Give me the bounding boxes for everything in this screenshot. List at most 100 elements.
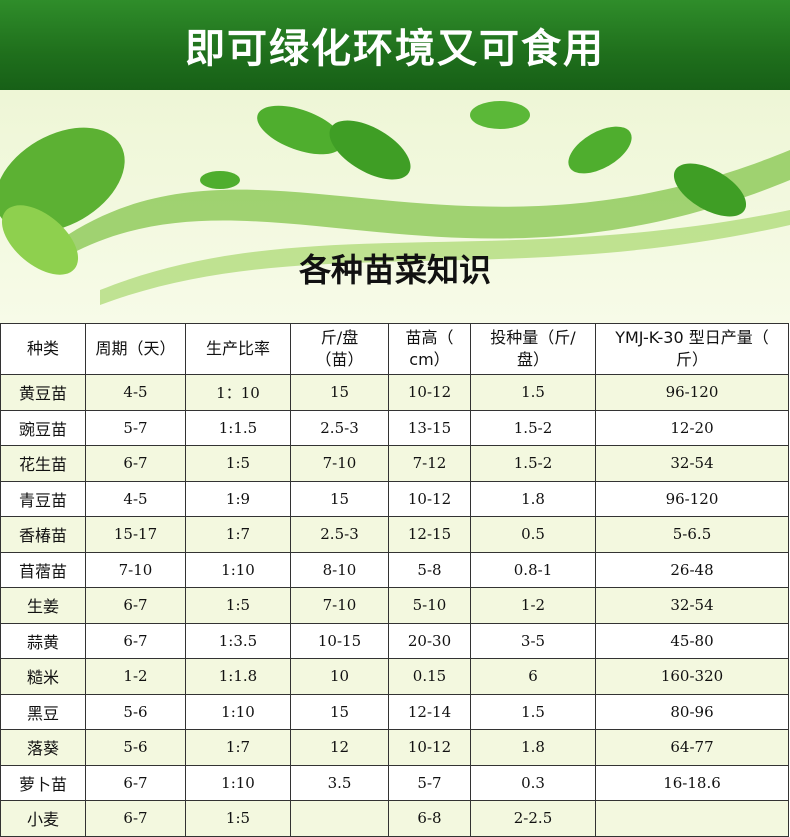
table-cell: 1.5-2: [470, 409, 596, 446]
table-cell: 20-30: [388, 622, 471, 659]
table-cell: 0.5: [470, 516, 596, 553]
table-cell: 花生苗: [0, 445, 86, 482]
table-cell: 1:1.5: [185, 409, 291, 446]
column-header: 种类: [0, 323, 86, 375]
table-cell: 15: [290, 374, 389, 411]
table-cell: 4-5: [85, 480, 186, 517]
table-cell: 苜蓿苗: [0, 551, 86, 588]
table-cell: 15-17: [85, 516, 186, 553]
table-cell: 5-7: [85, 409, 186, 446]
table-cell: 0.8-1: [470, 551, 596, 588]
table-row: 黑豆 5-6 1:10 15 12-14 1.5 80-96: [0, 693, 789, 730]
table-cell: 64-77: [595, 729, 789, 766]
table-cell: 糙米: [0, 658, 86, 695]
column-header-label: 斤/盘（苗）: [315, 328, 364, 369]
table-cell: 1:3.5: [185, 622, 291, 659]
table-row: 蒜黄 6-7 1:3.5 10-15 20-30 3-5 45-80: [0, 622, 789, 659]
table-cell: 8-10: [290, 551, 389, 588]
table-cell: 7-10: [85, 551, 186, 588]
table-cell: 落葵: [0, 729, 86, 766]
title-banner: 即可绿化环境又可食用: [0, 0, 790, 90]
table-cell: 12-15: [388, 516, 471, 553]
table-cell: 豌豆苗: [0, 409, 86, 446]
table-cell: 青豆苗: [0, 480, 86, 517]
table-cell: 26-48: [595, 551, 789, 588]
table-row: 苜蓿苗 7-10 1:10 8-10 5-8 0.8-1 26-48: [0, 551, 789, 588]
table-cell: 12-20: [595, 409, 789, 446]
table-cell: 4-5: [85, 374, 186, 411]
table-cell: 6: [470, 658, 596, 695]
table-cell: 96-120: [595, 480, 789, 517]
table-cell: 蒜黄: [0, 622, 86, 659]
table-cell: 6-7: [85, 587, 186, 624]
table-cell: 5-6.5: [595, 516, 789, 553]
table-cell: 1-2: [85, 658, 186, 695]
table-cell: 96-120: [595, 374, 789, 411]
column-header: 斤/盘（苗）: [290, 323, 389, 375]
table-cell: 10-12: [388, 729, 471, 766]
table-cell: 5-7: [388, 764, 471, 801]
table-cell: 6-7: [85, 800, 186, 837]
table-cell: 1:7: [185, 729, 291, 766]
table-cell: 3-5: [470, 622, 596, 659]
table-cell: 10: [290, 658, 389, 695]
column-header-label: 投种量（斤/盘）: [490, 328, 576, 369]
table-cell: 1:5: [185, 800, 291, 837]
table-cell: 1:10: [185, 764, 291, 801]
table-cell: 45-80: [595, 622, 789, 659]
table-cell: [290, 800, 389, 837]
table-cell: 5-10: [388, 587, 471, 624]
table-cell: 2.5-3: [290, 409, 389, 446]
table-cell: 1：10: [185, 374, 291, 411]
column-header-label: 苗高（cm）: [405, 328, 454, 369]
column-header-label: 种类: [26, 339, 59, 358]
table-cell: 1:5: [185, 587, 291, 624]
table-cell: 1:10: [185, 693, 291, 730]
table-header-row: 种类 周期（天） 生产比率 斤/盘（苗） 苗高（cm） 投种量（斤/盘） YMJ-K-30 …: [0, 323, 789, 375]
table-row: 花生苗 6-7 1:5 7-10 7-12 1.5-2 32-54: [0, 445, 789, 482]
table-cell: 2-2.5: [470, 800, 596, 837]
table-cell: 13-15: [388, 409, 471, 446]
section-title: 各种苗菜知识: [298, 251, 491, 289]
table-cell: 80-96: [595, 693, 789, 730]
table-cell: 7-12: [388, 445, 471, 482]
table-cell: 1.8: [470, 480, 596, 517]
table-cell: 0.15: [388, 658, 471, 695]
page-title: 即可绿化环境又可食用: [185, 26, 605, 72]
table-cell: 黑豆: [0, 693, 86, 730]
table-cell: 香椿苗: [0, 516, 86, 553]
table-cell: 10-12: [388, 480, 471, 517]
table-cell: 10-12: [388, 374, 471, 411]
column-header-label: 周期（天）: [95, 339, 176, 358]
table-cell: 1.5-2: [470, 445, 596, 482]
table-cell: 1.8: [470, 729, 596, 766]
table-cell: 1:5: [185, 445, 291, 482]
table-cell: 萝卜苗: [0, 764, 86, 801]
table-cell: 6-7: [85, 445, 186, 482]
table-cell: 6-7: [85, 622, 186, 659]
table-row: 落葵 5-6 1:7 12 10-12 1.8 64-77: [0, 729, 789, 766]
column-header: 苗高（cm）: [388, 323, 471, 375]
table-cell: 160-320: [595, 658, 789, 695]
table-row: 香椿苗 15-17 1:7 2.5-3 12-15 0.5 5-6.5: [0, 516, 789, 553]
column-header: 生产比率: [185, 323, 291, 375]
table-row: 糙米 1-2 1:1.8 10 0.15 6 160-320: [0, 658, 789, 695]
table-cell: 2.5-3: [290, 516, 389, 553]
table-cell: 32-54: [595, 587, 789, 624]
table-cell: 1.5: [470, 374, 596, 411]
table-cell: 0.3: [470, 764, 596, 801]
column-header: 周期（天）: [85, 323, 186, 375]
table-cell: 15: [290, 480, 389, 517]
table-cell: 1:10: [185, 551, 291, 588]
column-header: 投种量（斤/盘）: [470, 323, 596, 375]
table-row: 黄豆苗 4-5 1：10 15 10-12 1.5 96-120: [0, 374, 789, 411]
column-header-label: YMJ-K-30 型日产量（斤）: [615, 328, 769, 369]
table-cell: [595, 800, 789, 837]
table-cell: 7-10: [290, 445, 389, 482]
table-cell: 5-8: [388, 551, 471, 588]
table-row: 生姜 6-7 1:5 7-10 5-10 1-2 32-54: [0, 587, 789, 624]
table-row: 萝卜苗 6-7 1:10 3.5 5-7 0.3 16-18.6: [0, 764, 789, 801]
table-cell: 1.5: [470, 693, 596, 730]
table-cell: 16-18.6: [595, 764, 789, 801]
table-cell: 3.5: [290, 764, 389, 801]
